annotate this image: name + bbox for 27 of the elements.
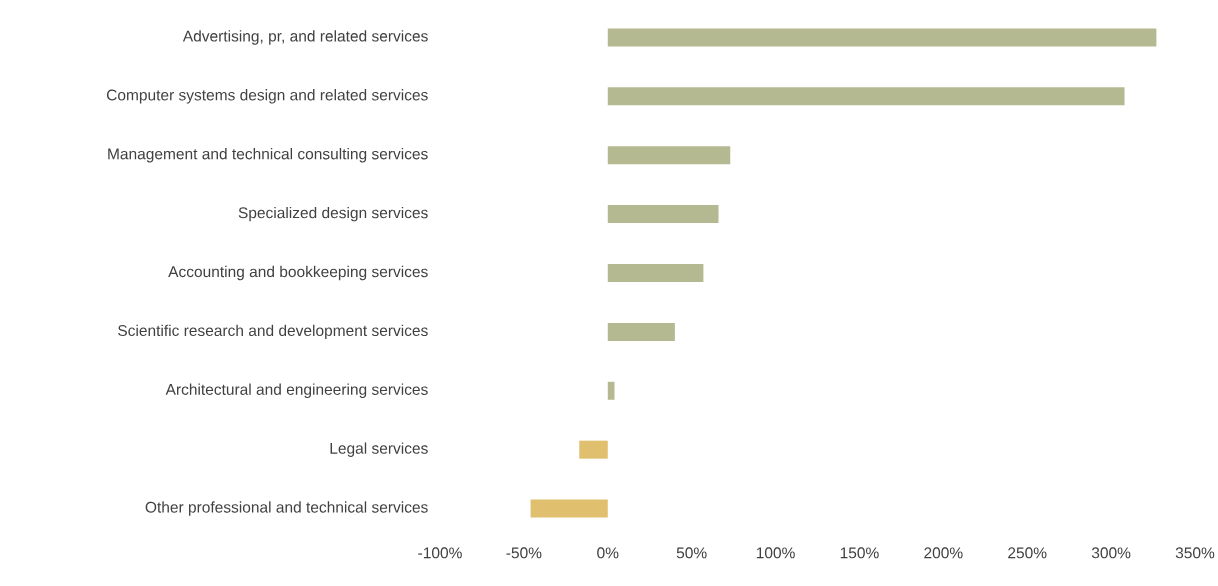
- y-tick-label: Specialized design services: [238, 206, 428, 222]
- x-tick-label: 350%: [1175, 547, 1215, 559]
- bar: [607, 146, 731, 165]
- x-tick-label: 150%: [840, 547, 879, 559]
- x-tick-label: 250%: [1008, 547, 1047, 559]
- x-tick-label: 0%: [597, 547, 619, 559]
- bar: [607, 205, 719, 224]
- bar: [607, 264, 704, 282]
- x-tick-label: 300%: [1091, 547, 1131, 559]
- x-tick-label: 200%: [924, 547, 963, 559]
- y-tick-label: Other professional and technical services: [145, 501, 428, 516]
- y-tick-label: Legal services: [330, 442, 428, 457]
- x-tick-label: 100%: [756, 547, 795, 559]
- x-tick-label: 50%: [676, 547, 707, 559]
- y-tick-label: Computer systems design and related services: [106, 89, 428, 104]
- y-tick-label: Management and technical consulting services: [108, 148, 428, 163]
- y-tick-label: Scientific research and development services: [118, 324, 428, 340]
- y-tick-label: Accounting and bookkeeping services: [168, 265, 428, 281]
- x-tick-label: -50%: [506, 547, 542, 559]
- x-tick-label: -100%: [418, 547, 462, 559]
- bar: [607, 87, 1125, 106]
- bar: [607, 322, 675, 341]
- bar: [579, 440, 608, 459]
- y-tick-label: Architectural and engineering services: [165, 383, 428, 398]
- bar: [607, 28, 1157, 47]
- y-tick-label: Advertising, pr, and related services: [182, 30, 428, 45]
- bar: [530, 499, 608, 518]
